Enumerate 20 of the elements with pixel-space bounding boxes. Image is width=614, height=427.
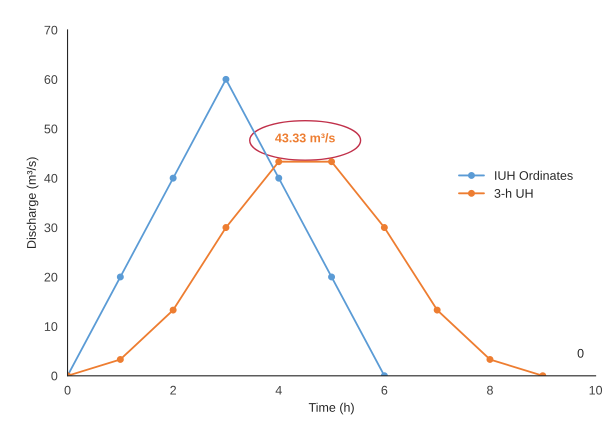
legend-label: IUH Ordinates (495, 170, 573, 180)
x-tick-label: 8 (487, 386, 493, 395)
y-tick-label: 70 (44, 26, 58, 35)
y-tick-label: 50 (44, 124, 58, 134)
x-tick-label: 2 (170, 386, 176, 395)
y-tick-label: 40 (44, 174, 58, 183)
annotation: 43.33 m³/s (275, 133, 335, 142)
annotation: 0 (578, 348, 584, 358)
x-tick-label: 4 (276, 386, 282, 395)
y-tick-label: 10 (44, 322, 58, 331)
x-tick-label: 10 (590, 386, 602, 395)
y-tick-label: 30 (44, 223, 58, 232)
y-tick-label: 0 (51, 372, 58, 380)
x-axis-title: Time (h) (308, 402, 354, 414)
y-tick-label: 60 (44, 75, 58, 84)
x-tick-label: 0 (64, 386, 71, 395)
legend-label: 3-h UH (494, 188, 533, 198)
y-tick-label: 20 (44, 272, 58, 282)
x-tick-label: 6 (382, 386, 388, 395)
y-axis-title: Discharge (m³/s) (26, 157, 38, 248)
